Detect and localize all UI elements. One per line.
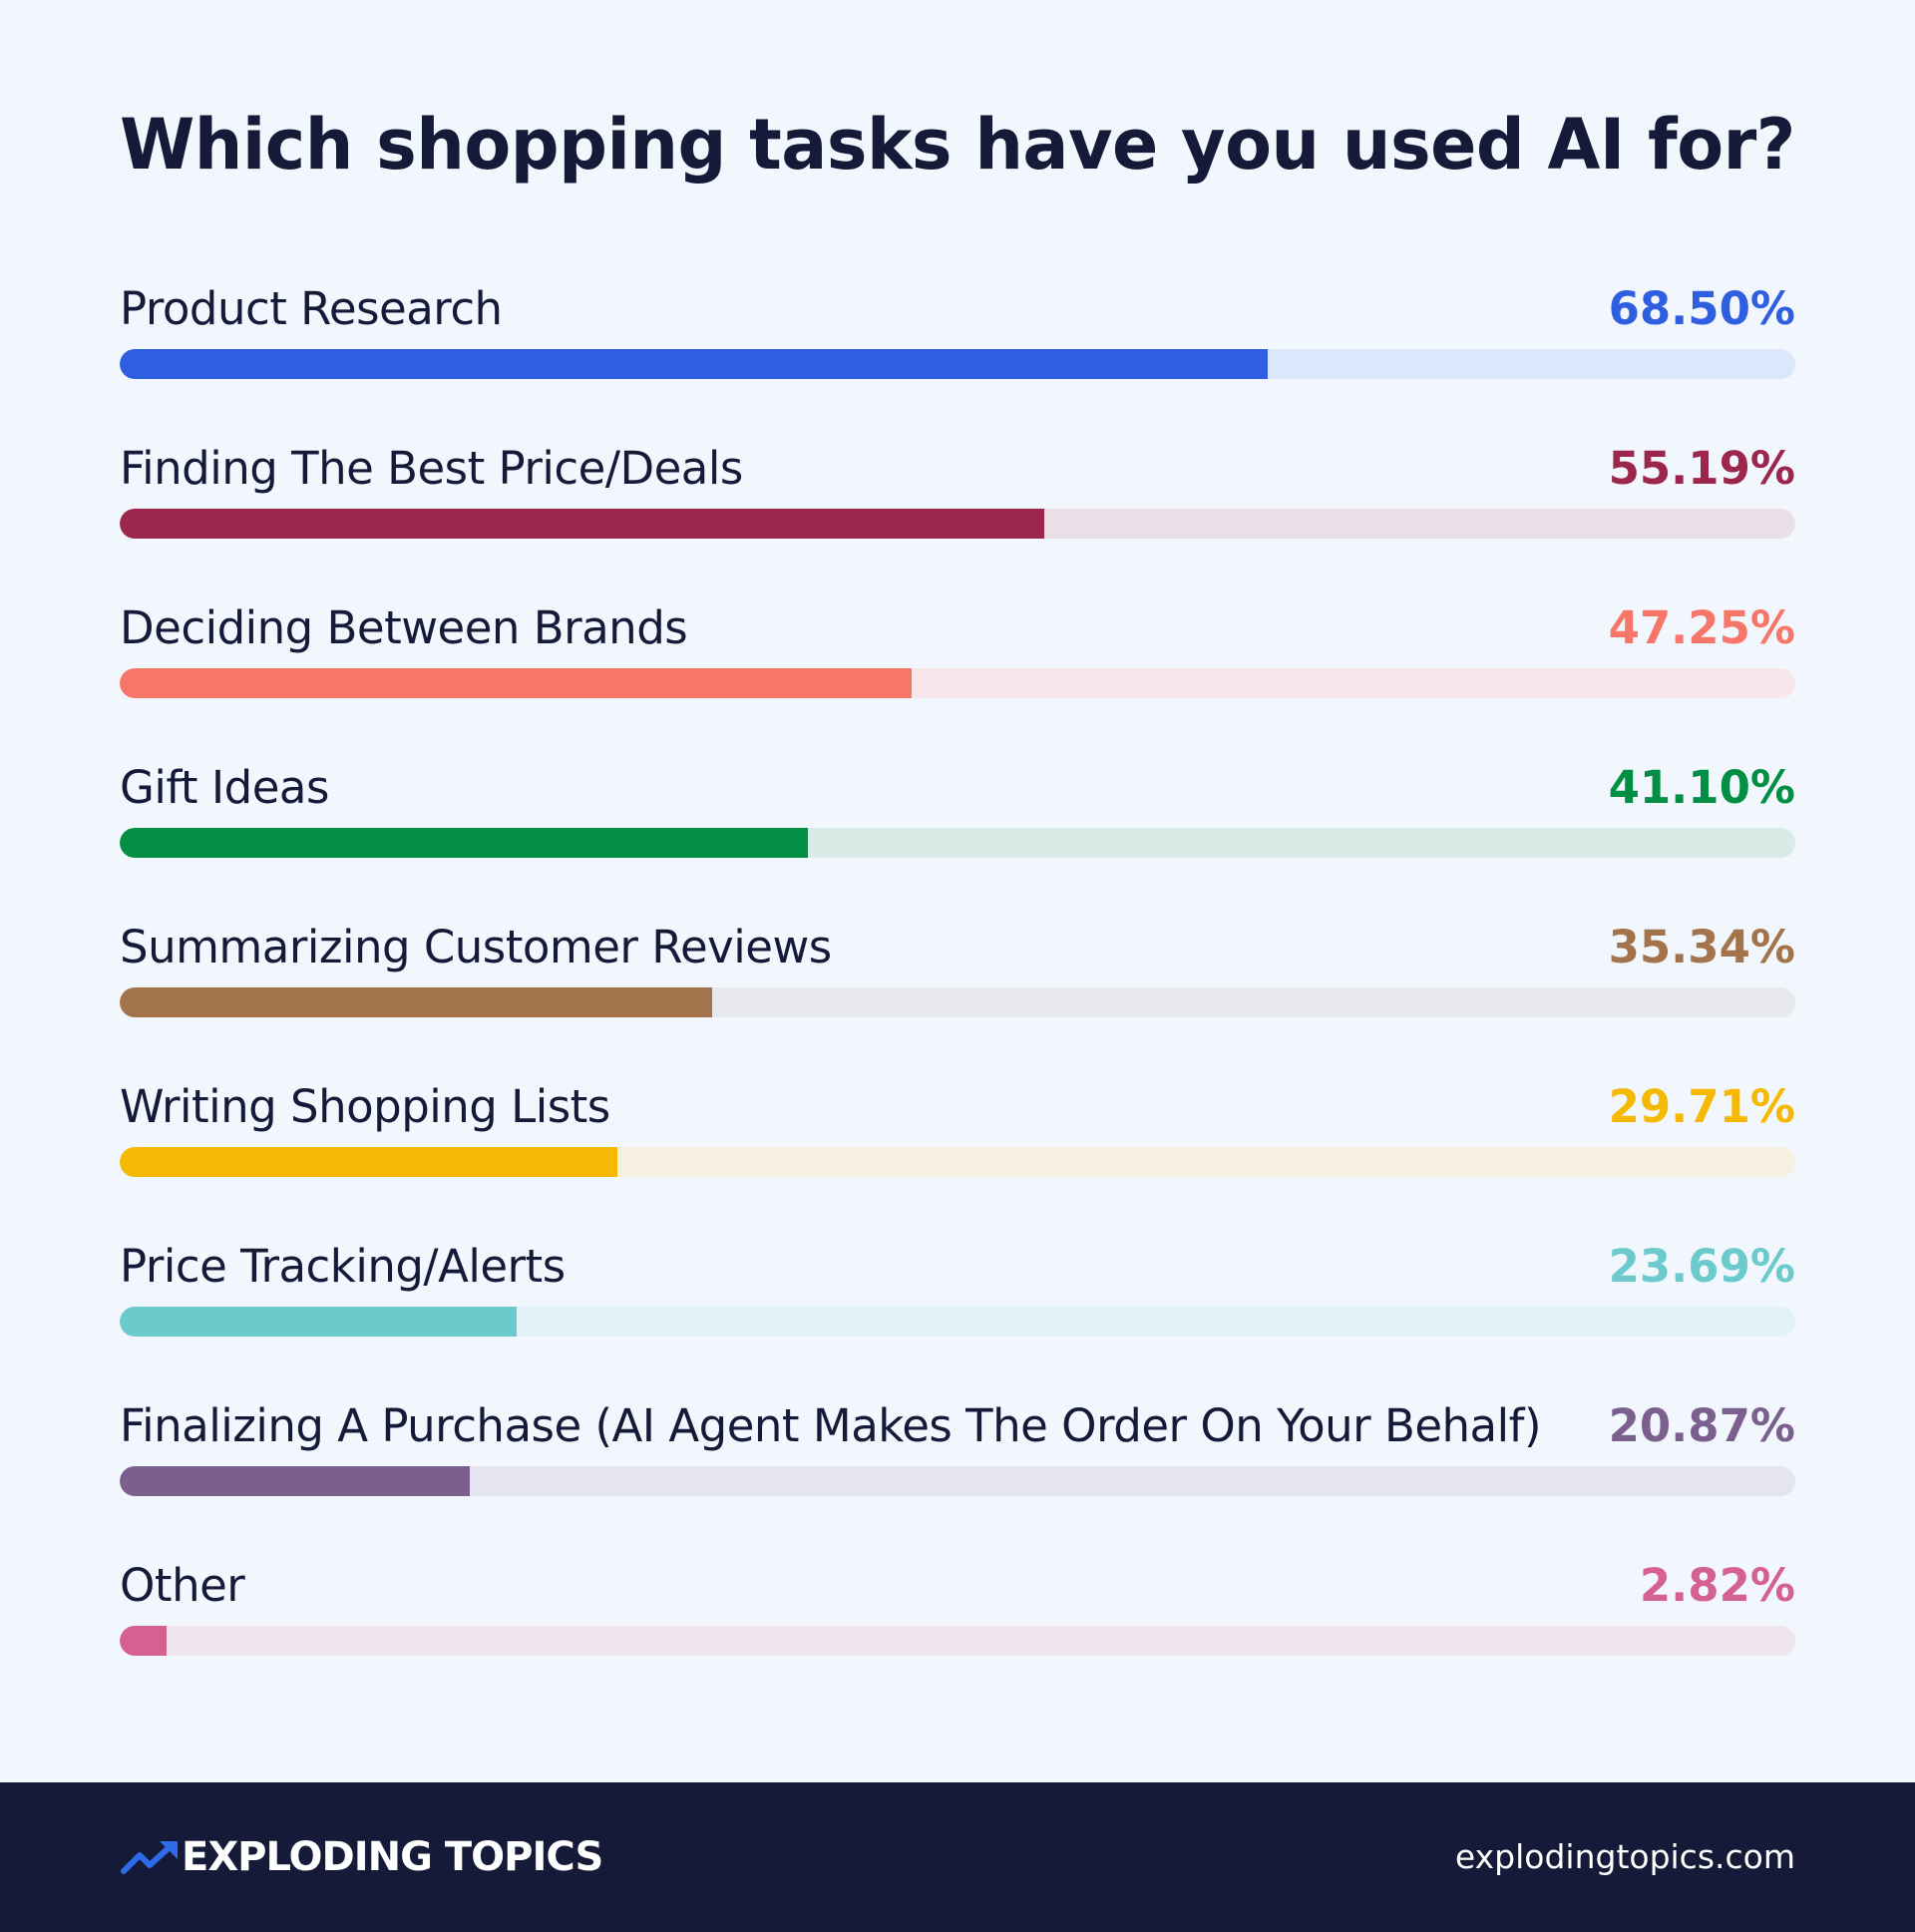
category-label: Summarizing Customer Reviews	[120, 921, 832, 973]
bar	[120, 349, 1268, 379]
bar-chart: Which shopping tasks have you used AI fo…	[120, 104, 1795, 1656]
bar-track	[120, 1307, 1795, 1337]
bar-track	[120, 1466, 1795, 1496]
bar-row: Summarizing Customer Reviews 35.34%	[120, 918, 1795, 1017]
value-label: 29.71%	[1608, 1080, 1795, 1133]
site-url[interactable]: explodingtopics.com	[1454, 1837, 1795, 1876]
brand-name: EXPLODING TOPICS	[182, 1834, 603, 1880]
bar-row: Price Tracking/Alerts 23.69%	[120, 1237, 1795, 1337]
bar-track	[120, 1147, 1795, 1177]
trend-arrow-icon	[121, 1841, 178, 1874]
bar	[120, 828, 808, 858]
category-label: Gift Ideas	[120, 761, 329, 814]
bar-row: Finalizing A Purchase (AI Agent Makes Th…	[120, 1396, 1795, 1496]
value-label: 20.87%	[1608, 1399, 1795, 1452]
bar	[120, 1466, 470, 1496]
bar-track	[120, 987, 1795, 1017]
bar-row: Writing Shopping Lists 29.71%	[120, 1077, 1795, 1177]
category-label: Other	[120, 1559, 245, 1612]
footer: EXPLODING TOPICS explodingtopics.com	[0, 1782, 1915, 1932]
bar-row: Product Research 68.50%	[120, 279, 1795, 379]
value-label: 47.25%	[1608, 601, 1795, 654]
bar-row: Finding The Best Price/Deals 55.19%	[120, 439, 1795, 539]
value-label: 23.69%	[1608, 1240, 1795, 1293]
category-label: Product Research	[120, 282, 503, 335]
bar-track	[120, 668, 1795, 698]
value-label: 41.10%	[1608, 761, 1795, 814]
value-label: 2.82%	[1639, 1559, 1795, 1612]
chart-title: Which shopping tasks have you used AI fo…	[120, 104, 1795, 186]
value-label: 55.19%	[1608, 442, 1795, 495]
category-label: Finalizing A Purchase (AI Agent Makes Th…	[120, 1399, 1542, 1452]
brand-logo: EXPLODING TOPICS	[120, 1832, 603, 1882]
bar	[120, 668, 912, 698]
category-label: Writing Shopping Lists	[120, 1080, 610, 1133]
bar	[120, 1147, 617, 1177]
bar-track	[120, 1626, 1795, 1656]
bar	[120, 1626, 167, 1656]
value-label: 68.50%	[1608, 282, 1795, 335]
bar-row: Gift Ideas 41.10%	[120, 758, 1795, 858]
bar	[120, 1307, 517, 1337]
bar-track	[120, 349, 1795, 379]
bar-row: Deciding Between Brands 47.25%	[120, 598, 1795, 698]
bar-row: Other 2.82%	[120, 1556, 1795, 1656]
bar	[120, 509, 1044, 539]
bar	[120, 987, 712, 1017]
category-label: Finding The Best Price/Deals	[120, 442, 743, 495]
bar-track	[120, 828, 1795, 858]
value-label: 35.34%	[1608, 921, 1795, 973]
category-label: Price Tracking/Alerts	[120, 1240, 566, 1293]
bar-track	[120, 509, 1795, 539]
category-label: Deciding Between Brands	[120, 601, 688, 654]
